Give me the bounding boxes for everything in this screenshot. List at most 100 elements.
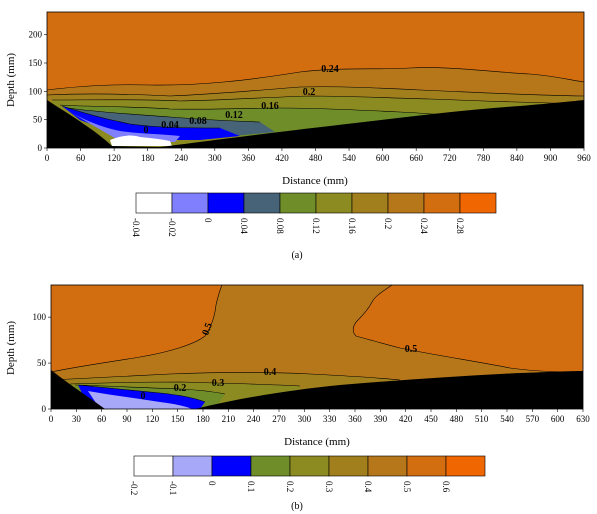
- chart-a-contour-0.24: [46, 67, 585, 91]
- chart-a-band-0: [62, 106, 240, 140]
- x-tick-label: 600: [376, 153, 390, 163]
- x-tick-label: 570: [526, 414, 540, 424]
- x-tick-label: 360: [348, 414, 362, 424]
- x-tick-label: 540: [342, 153, 356, 163]
- x-tick-label: 240: [175, 153, 189, 163]
- contour-label: 0.2: [174, 383, 187, 394]
- contour-label: 0.5: [200, 321, 215, 337]
- colorbar-level-label: 0.04: [239, 218, 249, 234]
- x-tick-label: 960: [577, 153, 591, 163]
- colorbar-swatch: [207, 192, 245, 214]
- colorbar-swatch: [351, 192, 389, 214]
- chart-a-contour-0: [61, 105, 221, 129]
- colorbar-level-label: 0.5: [402, 481, 412, 493]
- x-tick-label: 420: [399, 414, 413, 424]
- x-tick-label: 120: [107, 153, 121, 163]
- chart-a: 0 60 120 180 240 300 360 420 480 540 600 660 720 780 8…: [5, 11, 591, 261]
- colorbar-level-label: 0.4: [363, 481, 373, 493]
- colorbar-swatch: [279, 192, 317, 214]
- contour-label: 0: [141, 391, 146, 402]
- y-tick-label: 100: [29, 86, 43, 96]
- chart-b-band-neg0.1: [88, 391, 192, 409]
- colorbar-swatch: [423, 192, 461, 214]
- x-tick-label: 360: [242, 153, 256, 163]
- chart-b-y-ticks: 0 50 100: [33, 312, 51, 414]
- colorbar-swatch: [211, 455, 252, 477]
- x-tick-label: 30: [72, 414, 82, 424]
- contour-label: 0.04: [161, 120, 179, 131]
- x-tick-label: 150: [171, 414, 185, 424]
- x-tick-label: 780: [477, 153, 491, 163]
- y-tick-label: 50: [37, 358, 47, 368]
- chart-a-band-neg0.04: [110, 135, 172, 146]
- chart-a-y-ticks: 0 50 100 150 200: [29, 30, 47, 153]
- y-tick-label: 150: [29, 58, 43, 68]
- chart-b-contour-0.5-right: [352, 284, 584, 373]
- colorbar-swatch: [328, 455, 369, 477]
- x-tick-label: 420: [275, 153, 289, 163]
- chart-a-contour-labels: 0 0.04 0.08 0.12 0.16 0.2 0.24: [144, 64, 339, 136]
- x-tick-label: 60: [97, 414, 107, 424]
- x-tick-label: 720: [443, 153, 457, 163]
- x-tick-label: 510: [475, 414, 489, 424]
- contour-label: 0.2: [303, 87, 316, 98]
- x-tick-label: 180: [141, 153, 155, 163]
- x-tick-label: 90: [123, 414, 133, 424]
- chart-b-contour-0.2: [74, 384, 226, 395]
- chart-b-bed: [51, 370, 583, 409]
- chart-b-contour-lines: [50, 284, 584, 403]
- chart-b-x-axis-label: Distance (mm): [284, 436, 350, 448]
- colorbar-swatch: [387, 192, 425, 214]
- x-tick-label: 210: [222, 414, 236, 424]
- chart-b-y-axis-label: Depth (mm): [5, 321, 17, 375]
- chart-a-band-neg0.02: [70, 112, 180, 142]
- colorbar-level-label: -0.02: [167, 218, 177, 237]
- chart-a-x-axis-label: Distance (mm): [282, 175, 348, 187]
- x-tick-label: 180: [196, 414, 210, 424]
- contour-label: 0.5: [405, 344, 418, 355]
- colorbar-level-label: 0.2: [285, 481, 295, 492]
- colorbar-level-label: 0.16: [347, 218, 357, 234]
- x-tick-label: 630: [576, 414, 590, 424]
- x-tick-label: 0: [49, 414, 54, 424]
- chart-b-contour-labels: 0 0.2 0.3 0.4 0.5 0.5: [141, 321, 418, 402]
- x-tick-label: 450: [424, 414, 438, 424]
- chart-b-colorbar: -0.2 -0.1 0 0.1 0.2 0.3 0.4 0.5 0.6: [129, 455, 486, 495]
- x-tick-label: 330: [323, 414, 337, 424]
- colorbar-level-label: 0.6: [441, 481, 451, 493]
- x-tick-label: 390: [374, 414, 388, 424]
- colorbar-level-label: 0: [203, 218, 213, 223]
- contour-label: 0.4: [264, 367, 277, 378]
- y-tick-label: 0: [38, 143, 43, 153]
- colorbar-swatch: [135, 192, 173, 214]
- colorbar-swatch: [406, 455, 447, 477]
- x-tick-label: 480: [450, 414, 464, 424]
- x-tick-label: 840: [510, 153, 524, 163]
- x-tick-label: 300: [208, 153, 222, 163]
- y-tick-label: 200: [29, 30, 43, 40]
- contour-label: 0.12: [225, 110, 243, 121]
- y-tick-label: 50: [33, 115, 43, 125]
- x-tick-label: 240: [247, 414, 261, 424]
- colorbar-level-label: 0.08: [275, 218, 285, 234]
- x-tick-label: 0: [45, 153, 50, 163]
- chart-a-x-ticks: 0 60 120 180 240 300 360 420 480 540 600 660 720 780 8…: [45, 148, 591, 163]
- x-tick-label: 300: [298, 414, 312, 424]
- colorbar-level-label: 0.24: [419, 218, 429, 234]
- chart-a-bed: [47, 100, 584, 148]
- chart-b-contour-0.4: [50, 372, 401, 381]
- chart-b-x-ticks: 0 30 60 90 120 150 180 210 240 270 300 330 360 390 420…: [49, 409, 590, 424]
- colorbar-swatch: [459, 192, 497, 214]
- colorbar-level-label: 0: [207, 481, 217, 486]
- colorbar-level-label: 0.3: [324, 481, 334, 493]
- chart-b-contour-0.5-left: [50, 284, 223, 373]
- colorbar-swatch: [367, 455, 408, 477]
- x-tick-label: 540: [500, 414, 514, 424]
- colorbar-level-label: -0.2: [129, 481, 139, 495]
- colorbar-swatch: [171, 192, 209, 214]
- x-tick-label: 270: [272, 414, 286, 424]
- chart-a-contour-0.08: [67, 107, 261, 123]
- colorbar-swatch: [315, 192, 353, 214]
- y-tick-label: 100: [33, 312, 47, 322]
